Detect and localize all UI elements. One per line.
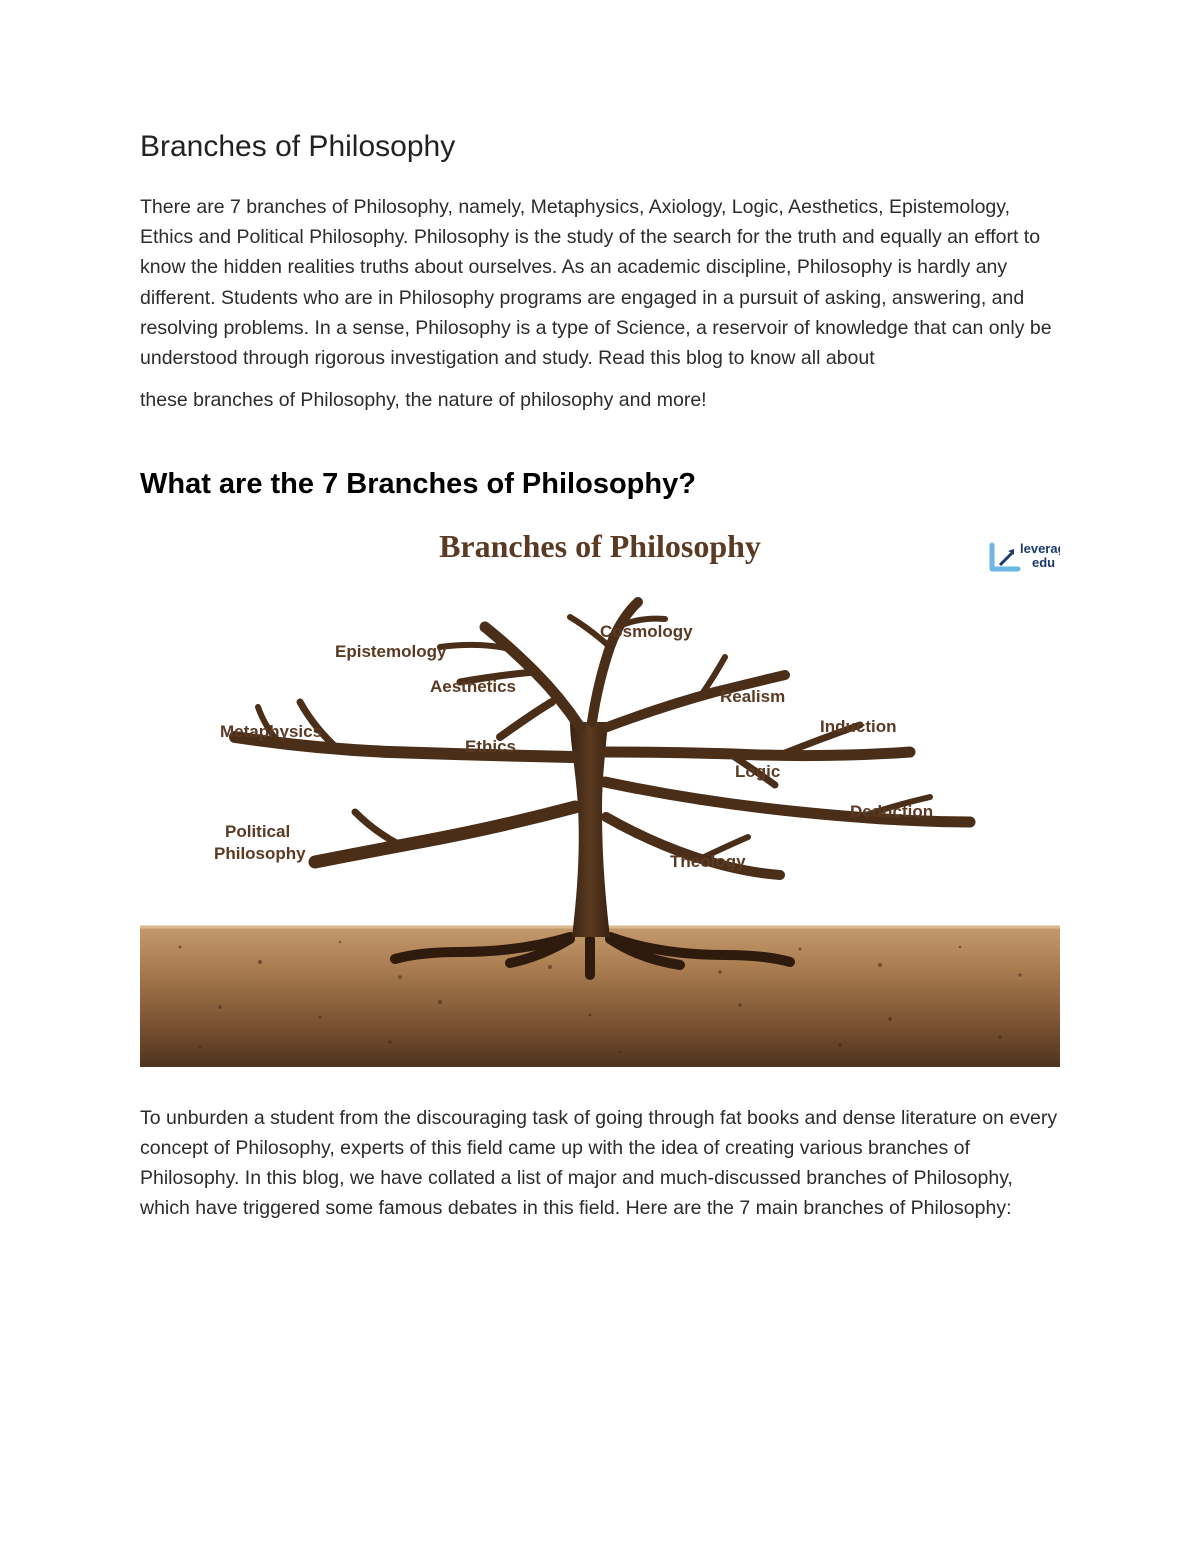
tree-svg: Branches of Philosophy leverage edu [140,507,1060,1067]
logo-text-1: leverage [1020,541,1060,556]
branch-label: Aesthetics [430,677,516,696]
subheading: What are the 7 Branches of Philosophy? [140,468,1060,501]
ground [140,927,1060,1067]
branch-label: Ethics [465,737,516,756]
intro-paragraph-1b: these branches of Philosophy, the nature… [140,385,1060,415]
branch-label: Realism [720,687,785,706]
page-title: Branches of Philosophy [140,130,1060,164]
branch-label: Epistemology [335,642,447,661]
branch-label: Theology [670,852,746,871]
branch-label: Philosophy [214,844,306,863]
document-page: Branches of Philosophy There are 7 branc… [0,0,1200,1553]
branch-label: Metaphysics [220,722,322,741]
branch-label: Political [225,822,290,841]
paragraph-2: To unburden a student from the discourag… [140,1103,1060,1224]
branch-label: Logic [735,762,780,781]
branch-label: Deduction [850,802,933,821]
branch-label: Induction [820,717,896,736]
branch-label: Cosmology [600,622,693,641]
intro-paragraph-1: There are 7 branches of Philosophy, name… [140,192,1060,373]
diagram-title: Branches of Philosophy [439,528,761,564]
logo-text-2: edu [1032,555,1055,570]
logo: leverage edu [992,541,1060,570]
tree-diagram: Branches of Philosophy leverage edu [140,507,1060,1067]
